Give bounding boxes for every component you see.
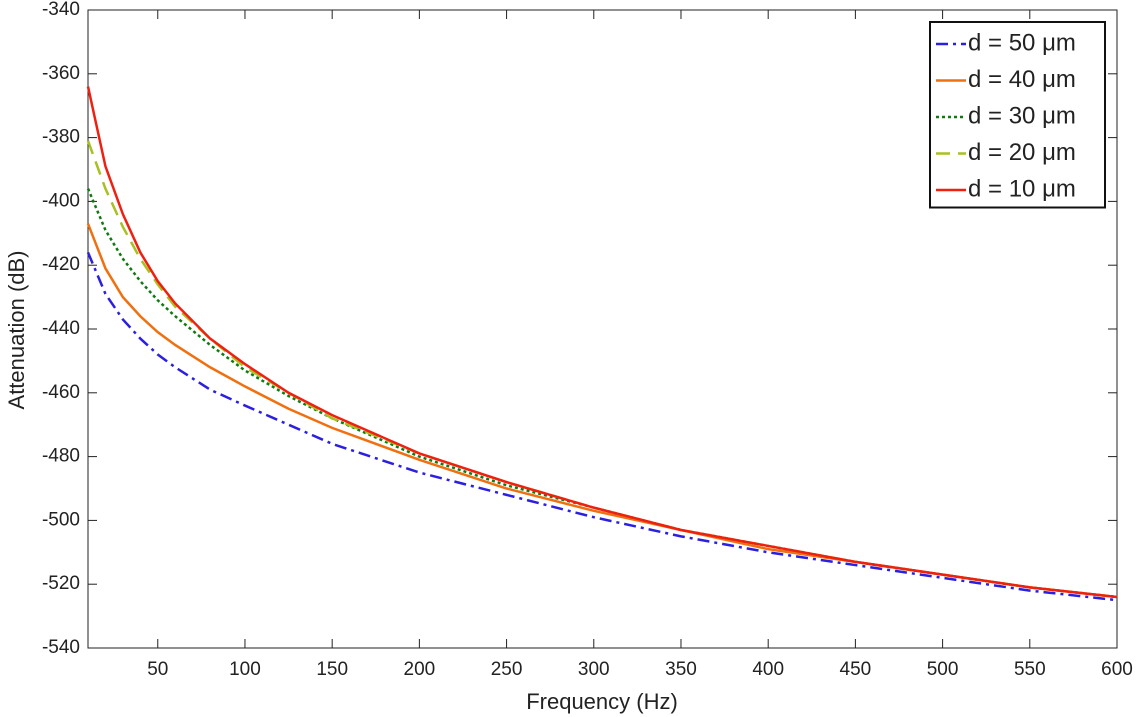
y-tick-label: -340 bbox=[42, 0, 80, 20]
y-tick-label: -520 bbox=[42, 573, 80, 594]
y-tick-label: -500 bbox=[42, 509, 80, 530]
x-tick-label: 550 bbox=[1014, 659, 1046, 680]
y-axis-label: Attenuation (dB) bbox=[4, 251, 29, 410]
x-tick-label: 400 bbox=[752, 659, 784, 680]
series-line bbox=[86, 86, 1118, 599]
legend-label: d = 30 μm bbox=[968, 102, 1076, 129]
series-line bbox=[86, 188, 1118, 599]
y-tick-label: -420 bbox=[42, 254, 80, 275]
y-tick-label: -540 bbox=[42, 637, 80, 658]
y-tick-label: -480 bbox=[42, 446, 80, 467]
x-tick-label: 250 bbox=[491, 659, 523, 680]
x-tick-label: 50 bbox=[147, 659, 168, 680]
x-tick-label: 200 bbox=[404, 659, 436, 680]
x-tick-label: 350 bbox=[665, 659, 697, 680]
legend-label: d = 40 μm bbox=[968, 66, 1076, 93]
legend-box bbox=[929, 21, 1106, 209]
series-line bbox=[86, 223, 1118, 599]
x-tick-label: 450 bbox=[840, 659, 872, 680]
x-tick-label: 100 bbox=[229, 659, 261, 680]
x-tick-label: 150 bbox=[316, 659, 348, 680]
legend-label: d = 50 μm bbox=[968, 29, 1076, 56]
legend-label: d = 20 μm bbox=[968, 139, 1076, 166]
series-line bbox=[86, 251, 1118, 602]
y-tick-label: -460 bbox=[42, 382, 80, 403]
legend-label: d = 10 μm bbox=[968, 175, 1076, 202]
x-tick-label: 500 bbox=[927, 659, 959, 680]
y-tick-label: -360 bbox=[42, 63, 80, 84]
y-tick-label: -400 bbox=[42, 190, 80, 211]
plot-frame bbox=[87, 9, 1118, 649]
x-tick-label: 600 bbox=[1101, 659, 1133, 680]
y-tick-label: -440 bbox=[42, 318, 80, 339]
y-tick-label: -380 bbox=[42, 127, 80, 148]
x-axis-label: Frequency (Hz) bbox=[526, 689, 678, 714]
x-tick-label: 300 bbox=[578, 659, 610, 680]
